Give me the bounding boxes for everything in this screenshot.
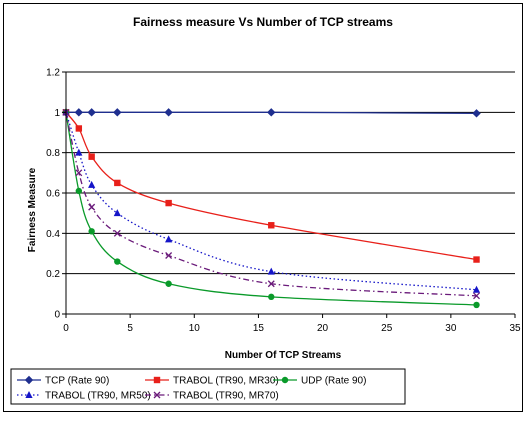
data-point xyxy=(164,108,173,117)
data-point xyxy=(165,252,173,259)
data-point xyxy=(75,187,83,195)
x-tick-label: 5 xyxy=(127,323,133,334)
x-tick-label: 10 xyxy=(189,323,201,334)
legend-marker xyxy=(153,391,161,399)
x-tick-label: 30 xyxy=(445,323,457,334)
legend-item-4: TRABOL (TR90, MR50) xyxy=(17,391,151,402)
series-1 xyxy=(61,108,481,118)
legend-marker xyxy=(25,391,33,398)
series-4 xyxy=(62,108,481,293)
x-marker-stroke xyxy=(267,280,275,288)
y-tick-label: 0 xyxy=(54,310,60,321)
data-point xyxy=(472,285,481,293)
data-point xyxy=(87,108,96,117)
data-point xyxy=(268,222,275,229)
legend-item-2: TRABOL (TR90, MR30) xyxy=(145,376,279,387)
chart-title: Fairness measure Vs Number of TCP stream… xyxy=(133,15,393,29)
legend-marker xyxy=(281,376,289,384)
data-point xyxy=(88,180,96,188)
legend-marker xyxy=(153,376,161,384)
chart-frame: Fairness measure Vs Number of TCP stream… xyxy=(3,3,523,412)
legend-label: TRABOL (TR90, MR70) xyxy=(173,391,279,402)
data-point xyxy=(88,153,95,160)
data-point xyxy=(165,235,173,243)
x-tick-label: 35 xyxy=(509,323,521,334)
legend-label: TCP (Rate 90) xyxy=(45,376,109,387)
data-point xyxy=(267,108,276,117)
data-point xyxy=(473,301,480,309)
series-line xyxy=(65,112,477,297)
series-3 xyxy=(62,109,480,309)
y-tick-label: 0.4 xyxy=(46,229,60,240)
series-layer xyxy=(61,108,481,309)
x-marker-stroke xyxy=(88,203,96,211)
y-tick-label: 1.2 xyxy=(46,68,60,79)
series-line xyxy=(65,112,477,306)
legend-frame xyxy=(10,368,406,405)
data-point xyxy=(88,228,95,235)
data-point xyxy=(267,267,275,275)
x-marker-stroke xyxy=(75,169,83,177)
x-marker-stroke xyxy=(473,292,480,300)
data-point xyxy=(75,169,83,177)
legend-label: TRABOL (TR90, MR50) xyxy=(45,391,151,402)
data-point xyxy=(113,209,121,217)
data-point xyxy=(75,148,83,156)
data-point xyxy=(267,280,275,288)
legend-marker xyxy=(24,375,34,385)
x-axis-label: Number Of TCP Streams xyxy=(225,350,342,361)
data-point xyxy=(114,179,121,187)
data-point xyxy=(74,108,84,117)
chart-svg: Fairness measure Vs Number of TCP stream… xyxy=(10,15,521,405)
y-tick-label: 0.8 xyxy=(46,148,60,159)
x-tick-label: 25 xyxy=(381,323,393,334)
x-tick-label: 15 xyxy=(253,323,265,334)
data-point xyxy=(88,203,96,211)
y-tick-label: 1 xyxy=(54,108,60,119)
x-marker-stroke xyxy=(165,252,173,259)
data-point xyxy=(114,258,121,265)
series-line xyxy=(65,111,477,261)
data-point xyxy=(113,108,122,117)
x-tick-label: 0 xyxy=(63,323,69,334)
legend-label: TRABOL (TR90, MR30) xyxy=(173,376,279,387)
grid-layer xyxy=(66,71,515,275)
data-point xyxy=(165,199,172,207)
legend-label: UDP (Rate 90) xyxy=(301,376,366,387)
axes-layer: 0 0.2 0.4 0.6 0.8 1 1.2 0 5 10 15 20 25 30 35 xyxy=(46,68,521,335)
legend-item-1: TCP (Rate 90) xyxy=(17,376,109,387)
data-point xyxy=(473,256,480,263)
y-tick-label: 0.6 xyxy=(46,189,60,200)
series-line xyxy=(65,112,477,291)
data-point xyxy=(268,293,275,301)
x-marker-stroke xyxy=(113,229,121,237)
series-2 xyxy=(62,109,480,263)
x-marker-stroke xyxy=(153,391,161,399)
data-point xyxy=(165,280,172,287)
legend: TCP (Rate 90) TRABOL (TR90, MR30) UDP (Rat… xyxy=(10,368,406,405)
legend-item-5: TRABOL (TR90, MR70) xyxy=(145,391,279,402)
y-axis-label: Fairness Measure xyxy=(27,167,38,252)
data-point xyxy=(75,125,83,132)
y-tick-label: 0.2 xyxy=(46,269,60,280)
x-tick-label: 20 xyxy=(317,323,329,334)
data-point xyxy=(472,109,481,118)
data-point xyxy=(473,292,480,300)
legend-item-3: UDP (Rate 90) xyxy=(273,376,366,387)
data-point xyxy=(113,229,121,237)
